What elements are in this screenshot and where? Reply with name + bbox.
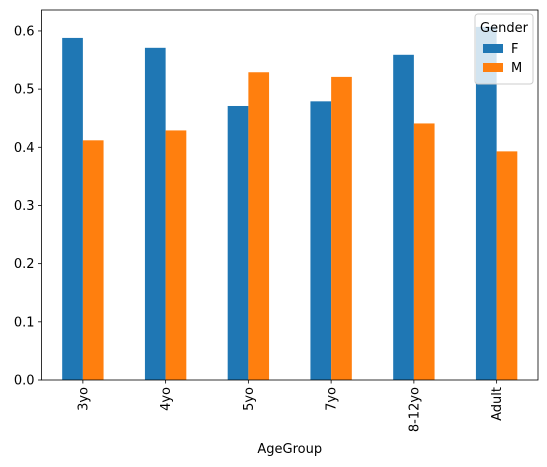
- legend: Gender FM: [474, 13, 534, 85]
- bar-F-Adult: [475, 26, 497, 381]
- y-tick-label: 0.4: [14, 141, 35, 156]
- legend-items: FM: [483, 42, 522, 76]
- y-tick-label: 0.1: [14, 315, 35, 330]
- bar-M-3yo: [82, 140, 104, 380]
- legend-swatch-M: [483, 63, 503, 72]
- x-tick-label: Adult: [490, 387, 505, 421]
- bar-F-4yo: [144, 47, 166, 381]
- bar-F-3yo: [62, 37, 83, 380]
- y-tick-label: 0.0: [14, 374, 35, 389]
- bars-layer: [62, 26, 518, 381]
- y-tick-label: 0.6: [14, 24, 35, 39]
- y-tick-label: 0.5: [14, 83, 35, 98]
- legend-title: Gender: [480, 21, 529, 36]
- x-axis-title: AgeGroup: [257, 442, 322, 457]
- bar-M-Adult: [496, 151, 518, 380]
- bar-M-4yo: [165, 130, 187, 380]
- bar-M-5yo: [248, 72, 270, 381]
- x-tick-label: 5yo: [242, 387, 257, 411]
- x-tick-label: 3yo: [76, 387, 91, 411]
- legend-label-F: F: [511, 42, 518, 57]
- legend-label-M: M: [511, 61, 522, 76]
- bar-F-7yo: [310, 101, 332, 380]
- x-tick-label: 4yo: [159, 387, 174, 411]
- bar-M-8-12yo: [413, 123, 435, 381]
- bar-M-7yo: [331, 76, 352, 380]
- plot-frame: [41, 9, 539, 381]
- y-tick-label: 0.2: [14, 257, 35, 272]
- y-tick-label: 0.3: [14, 199, 35, 214]
- bar-F-8-12yo: [393, 54, 414, 381]
- axes-layer: 0.0 0.1 0.2 0.3 0.4 0.5 0.6 3yo 4yo 5yo 7yo 8-12yo A…: [14, 9, 539, 432]
- x-tick-label: 8-12yo: [407, 387, 422, 432]
- legend-swatch-F: [483, 44, 503, 53]
- x-tick-label: 7yo: [325, 387, 340, 411]
- bar-F-5yo: [227, 105, 249, 380]
